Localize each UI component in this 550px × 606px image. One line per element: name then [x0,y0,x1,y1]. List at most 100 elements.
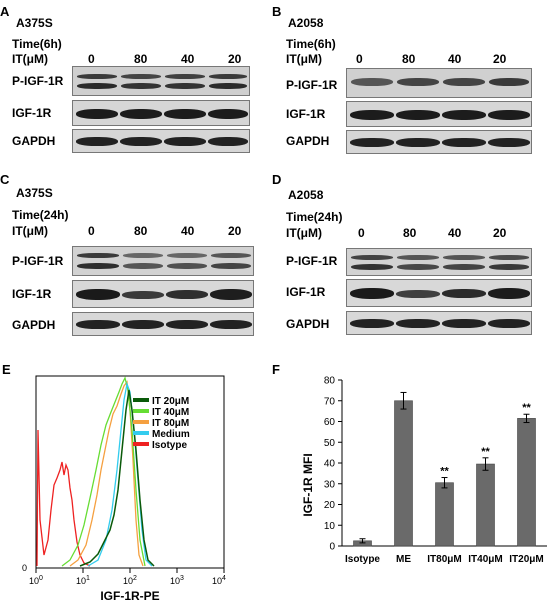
conc-40: 40 [181,224,195,238]
conc-40: 40 [448,52,462,66]
y-tick-label: 70 [324,396,336,407]
x-axis-label: IGF-1R-PE [100,589,159,603]
legend-label: IT 80μM [152,418,189,429]
y-tick-label: 60 [324,417,336,428]
significance-label: ** [522,402,531,414]
x-tick-labels: 100 101 102 103 104 [29,575,226,586]
y-tick-label: 30 [324,479,336,490]
panel-letter: D [272,172,282,187]
time-label: Time(24h) [12,208,69,222]
conc-80: 80 [403,226,417,240]
blot-strip-igf1r [72,280,254,308]
conc-80: 80 [402,52,416,66]
bar [435,482,454,547]
y-tick-label: 20 [324,500,336,511]
curve-it20 [79,389,155,567]
row-label-igf1r: IGF-1R [286,107,326,121]
conc-0: 0 [356,52,363,66]
panel-letter: A [0,4,10,19]
mfi-bar-chart: IGF-1R MFI 0 10 20 30 40 50 60 70 80 Isotype ME IT… [301,376,547,565]
legend-label: IT 40μM [152,407,189,418]
y-zero-label: 0 [22,563,27,573]
tick-label: 101 [76,575,90,586]
blot-strip-gapdh [72,129,250,153]
panel-letter-f: F [272,362,280,377]
row-label-gapdh: GAPDH [286,317,330,331]
it-label: IT(μM) [286,226,322,240]
legend-label: IT 20μM [152,396,189,407]
flow-histogram: 0 100 101 102 103 104 IGF-1R-PE IT 20μM … [22,375,226,603]
row-label-p-igf1r: P-IGF-1R [12,254,64,268]
legend-label: Medium [152,429,190,440]
blot-panel-b: B A2058 Time(6h) IT(μM) 0 80 40 20 P-IGF… [272,0,550,170]
blot-strip-igf1r [346,279,532,307]
legend: IT 20μM IT 40μM IT 80μM Medium Isotype [133,396,190,451]
row-label-p-igf1r: P-IGF-1R [12,74,64,88]
axes: 0 10 20 30 40 50 60 70 80 [324,376,547,553]
bars: Isotype ME IT80μM ** IT40μM ** IT20μM ** [345,391,544,565]
conc-40: 40 [448,226,462,240]
bar [394,400,413,547]
blot-strip-igf1r [346,101,532,127]
conc-20: 20 [493,226,507,240]
tick-label: 104 [212,575,226,586]
curve-it80 [69,380,144,567]
conc-80: 80 [134,52,148,66]
time-label: Time(6h) [12,37,62,51]
blot-strip-gapdh [346,130,532,154]
row-label-igf1r: IGF-1R [286,285,326,299]
cell-line-label: A2058 [288,16,324,30]
x-ticks [35,568,225,573]
blot-strip-igf1r [72,100,250,126]
significance-label: ** [440,466,449,478]
y-tick-label: 40 [324,459,336,470]
blot-strip-p-igf1r [346,248,532,276]
it-label: IT(μM) [12,52,48,66]
category-label: IT20μM [509,554,543,565]
row-label-gapdh: GAPDH [12,134,56,148]
row-label-p-igf1r: P-IGF-1R [286,78,338,92]
blot-panel-d: D A2058 Time(24h) IT(μM) 0 80 40 20 P-IG… [272,170,550,350]
conc-0: 0 [358,226,365,240]
blot-strip-gapdh [346,311,532,335]
curve-it40 [61,376,146,567]
cell-line-label: A375S [16,186,53,200]
tick-label: 100 [29,575,43,586]
conc-20: 20 [493,52,507,66]
row-label-p-igf1r: P-IGF-1R [286,254,338,268]
category-label: Isotype [345,554,380,565]
time-label: Time(6h) [286,37,336,51]
conc-0: 0 [88,224,95,238]
conc-20: 20 [228,52,242,66]
category-label: IT40μM [468,554,502,565]
panel-letter: C [0,172,10,187]
y-tick-label: 80 [324,376,336,387]
time-label: Time(24h) [286,210,343,224]
category-label: ME [396,554,411,565]
blot-strip-gapdh [72,312,254,336]
significance-label: ** [481,446,490,458]
bar [517,418,536,547]
panel-letter-e: E [2,362,11,377]
blot-strip-p-igf1r [72,246,254,276]
y-tick-label: 0 [329,542,335,553]
panel-letter: B [272,4,282,19]
row-label-gapdh: GAPDH [12,318,56,332]
y-tick-label: 50 [324,438,336,449]
row-label-gapdh: GAPDH [286,134,330,148]
blot-panel-a: A A375S Time(6h) IT(μM) 0 80 40 20 P-IGF… [0,0,275,170]
y-axis-label: IGF-1R MFI [301,453,315,516]
conc-0: 0 [88,52,95,66]
blot-strip-p-igf1r [346,68,532,98]
conc-20: 20 [228,224,242,238]
blot-strip-p-igf1r [72,66,250,96]
cell-line-label: A2058 [288,188,324,202]
y-tick-label: 10 [324,521,336,532]
row-label-igf1r: IGF-1R [12,287,52,301]
cell-line-label: A375S [16,16,53,30]
tick-label: 102 [123,575,137,586]
row-label-igf1r: IGF-1R [12,106,52,120]
conc-80: 80 [134,224,148,238]
blot-panel-c: C A375S Time(24h) IT(μM) 0 80 40 20 P-IG… [0,170,275,350]
legend-label: Isotype [152,440,187,451]
